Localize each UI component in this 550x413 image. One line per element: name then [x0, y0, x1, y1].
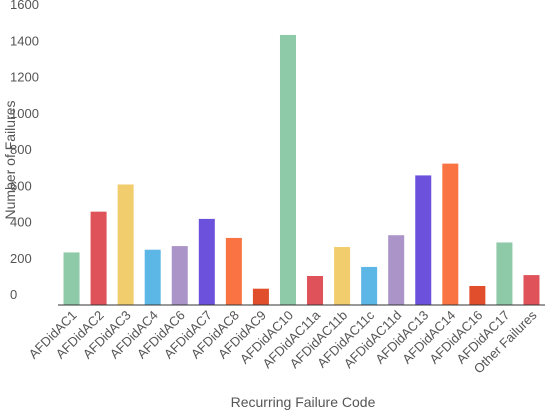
bars — [63, 34, 540, 305]
bar-afdidac11c — [361, 266, 378, 305]
bar-afdidac16 — [469, 285, 486, 305]
y-tick-label: 1200 — [10, 70, 39, 85]
bar-afdidac8 — [225, 237, 242, 305]
x-axis-tick-labels: AFDidAC1AFDidAC2AFDidAC3AFDidAC4AFDidAC6… — [26, 307, 540, 376]
bar-afdidac11d — [388, 235, 405, 305]
y-axis-ticks: 0 200 400 600 800 1000 1200 1400 1600 — [10, 0, 39, 302]
y-tick-label: 800 — [10, 142, 32, 157]
y-tick-label: 200 — [10, 251, 32, 266]
bar-afdidac3 — [117, 184, 134, 305]
y-tick-label: 1000 — [10, 106, 39, 121]
bar-afdidac17 — [496, 242, 513, 305]
bar-afdidac7 — [198, 218, 215, 305]
y-tick-label: 0 — [10, 287, 17, 302]
bar-afdidac2 — [90, 211, 107, 305]
y-tick-label: 1400 — [10, 33, 39, 48]
y-tick-label: 600 — [10, 178, 32, 193]
x-axis-title: Recurring Failure Code — [231, 394, 376, 410]
bar-afdidac1 — [63, 252, 80, 305]
bar-afdidac13 — [415, 175, 432, 305]
bar-afdidac11a — [307, 276, 324, 305]
bar-afdidac9 — [252, 288, 269, 305]
bar-afdidac4 — [144, 249, 161, 305]
bar-other-failures — [523, 275, 540, 305]
bar-afdidac10 — [279, 34, 296, 305]
bar-afdidac11b — [334, 247, 351, 305]
y-tick-label: 400 — [10, 215, 32, 230]
bar-afdidac6 — [171, 246, 188, 305]
y-tick-label: 1600 — [10, 0, 39, 12]
y-axis-title: Number of Failures — [2, 100, 18, 219]
bar-afdidac14 — [442, 163, 459, 305]
